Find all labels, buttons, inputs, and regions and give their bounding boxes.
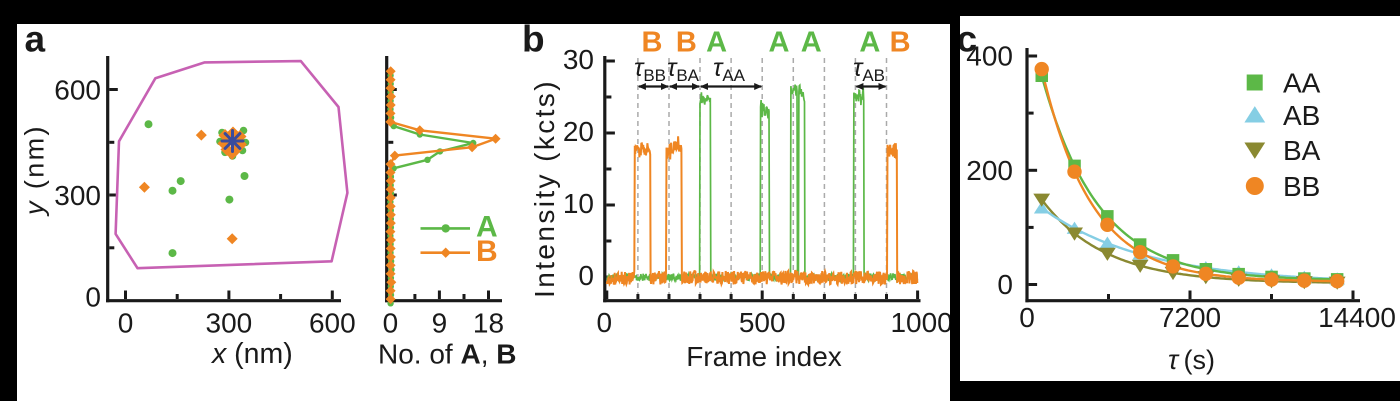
svg-text:A: A	[801, 27, 822, 59]
svg-text:9: 9	[432, 308, 448, 339]
svg-text:0: 0	[997, 269, 1013, 300]
svg-text:30: 30	[563, 44, 594, 75]
svg-text:A: A	[859, 27, 880, 59]
svg-text:400: 400	[966, 41, 1013, 72]
svg-text:0: 0	[118, 308, 134, 339]
svg-text:τBA: τBA	[667, 54, 700, 85]
svg-text:AB: AB	[1283, 100, 1320, 131]
svg-text:τBB: τBB	[634, 54, 666, 85]
svg-text:A: A	[476, 211, 498, 244]
svg-text:1000: 1000	[890, 307, 952, 338]
svg-text:B: B	[476, 235, 498, 268]
svg-text:τ (s): τ (s)	[1168, 345, 1215, 375]
svg-text:A: A	[706, 27, 727, 59]
svg-text:14400: 14400	[1318, 302, 1396, 333]
svg-text:BA: BA	[1283, 135, 1321, 166]
svg-text:200: 200	[966, 155, 1013, 186]
svg-text:Frame index: Frame index	[686, 341, 842, 372]
svg-text:a: a	[25, 19, 46, 60]
svg-text:600: 600	[54, 75, 101, 106]
svg-text:B: B	[890, 27, 911, 59]
svg-text:0: 0	[1019, 302, 1035, 333]
svg-text:Intensity (kcts): Intensity (kcts)	[529, 79, 560, 298]
svg-text:0: 0	[383, 308, 399, 339]
svg-text:B: B	[642, 27, 663, 59]
svg-text:600: 600	[309, 308, 356, 339]
svg-text:0: 0	[85, 282, 101, 313]
svg-text:0: 0	[578, 260, 594, 291]
svg-text:No. of A, B: No. of A, B	[378, 339, 517, 370]
svg-text:0: 0	[597, 307, 613, 338]
svg-text:300: 300	[54, 180, 101, 211]
svg-text:y (nm): y (nm)	[20, 124, 50, 217]
svg-text:10: 10	[563, 188, 594, 219]
svg-text:B: B	[676, 27, 697, 59]
svg-text:τAB: τAB	[853, 54, 885, 85]
svg-text:c: c	[957, 19, 978, 60]
svg-text:20: 20	[563, 116, 594, 147]
svg-text:500: 500	[739, 307, 786, 338]
svg-text:300: 300	[206, 308, 253, 339]
svg-text:18: 18	[473, 308, 504, 339]
svg-text:x (nm): x (nm)	[210, 338, 293, 370]
svg-text:A: A	[769, 27, 790, 59]
svg-text:BB: BB	[1283, 171, 1320, 202]
svg-text:τAA: τAA	[713, 54, 746, 85]
svg-text:b: b	[522, 19, 545, 60]
svg-text:7200: 7200	[1159, 302, 1221, 333]
svg-text:AA: AA	[1283, 68, 1321, 99]
